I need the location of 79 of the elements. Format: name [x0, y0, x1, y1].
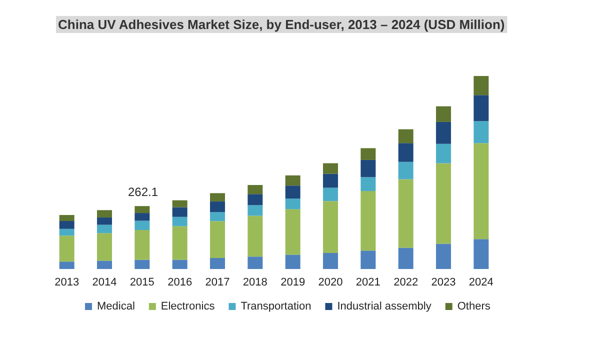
x-tick-label: 2022 — [394, 276, 418, 288]
bar — [97, 233, 112, 261]
x-tick-label: 2018 — [242, 276, 268, 288]
bar — [172, 260, 188, 269]
bar — [59, 214, 74, 221]
x-tick-label: 2017 — [205, 276, 230, 288]
bar — [436, 122, 451, 144]
bar — [210, 221, 225, 258]
bar — [398, 143, 414, 162]
bar — [248, 216, 263, 257]
x-tick-label: 2013 — [54, 276, 80, 288]
bar — [436, 163, 451, 244]
x-tick-label: 2019 — [280, 276, 306, 288]
bar — [398, 179, 414, 248]
bar — [248, 256, 263, 269]
bar — [285, 254, 300, 269]
annotation: 262.1 — [128, 185, 158, 199]
x-tick-label: 2015 — [130, 276, 154, 288]
bar — [360, 177, 376, 192]
bar — [172, 207, 188, 217]
bar — [360, 148, 376, 160]
bar — [59, 228, 74, 236]
bar — [323, 174, 338, 188]
bar — [210, 212, 225, 222]
bar — [474, 95, 489, 122]
x-tick-label: 2023 — [431, 276, 456, 288]
bar — [210, 201, 225, 212]
x-tick-label: 2024 — [468, 276, 494, 288]
bar — [436, 106, 451, 122]
bar — [360, 160, 376, 178]
bar — [285, 186, 300, 199]
bar — [172, 200, 188, 208]
bar — [474, 76, 489, 96]
bar — [97, 260, 112, 269]
bar — [248, 194, 263, 206]
bar — [172, 226, 188, 260]
bar — [97, 210, 112, 218]
bar — [360, 250, 376, 269]
bar — [474, 143, 489, 240]
bar — [248, 185, 263, 194]
bar — [134, 260, 150, 269]
bar — [398, 129, 414, 144]
x-tick-label: 2020 — [318, 276, 343, 288]
bar — [360, 191, 376, 251]
bar — [474, 239, 489, 269]
bar — [398, 248, 414, 269]
bar — [323, 163, 338, 174]
bar — [323, 188, 338, 202]
bar — [134, 220, 150, 230]
bar — [285, 198, 300, 210]
x-tick-label: 2014 — [92, 276, 117, 288]
legend-label: Transportation — [240, 300, 312, 312]
bar — [285, 175, 300, 186]
legend-label: Medical — [97, 300, 135, 312]
bar — [323, 201, 338, 253]
x-tick-label: 2016 — [168, 276, 192, 288]
bar — [210, 193, 225, 202]
bar — [172, 216, 188, 226]
legend-label: Electronics — [160, 300, 216, 312]
bar — [59, 236, 74, 262]
bar — [59, 220, 74, 229]
bar — [134, 213, 150, 221]
bar — [248, 205, 263, 216]
legend-label: Industrial assembly — [337, 300, 432, 312]
bar — [285, 209, 300, 255]
bar — [210, 258, 225, 269]
bar — [97, 224, 112, 234]
bar — [398, 162, 414, 180]
x-tick-label: 2021 — [356, 276, 380, 288]
bar — [97, 217, 112, 225]
legend-label: Others — [457, 300, 491, 312]
bar — [436, 144, 451, 164]
chart-title: China UV Adhesives Market Size, by End-user, 2013 – 2024 (USD Million) — [58, 17, 505, 32]
bar — [134, 230, 150, 260]
bar — [436, 244, 451, 269]
bar — [474, 121, 489, 144]
bar — [134, 206, 150, 214]
bar — [323, 252, 338, 269]
bar — [59, 262, 74, 269]
